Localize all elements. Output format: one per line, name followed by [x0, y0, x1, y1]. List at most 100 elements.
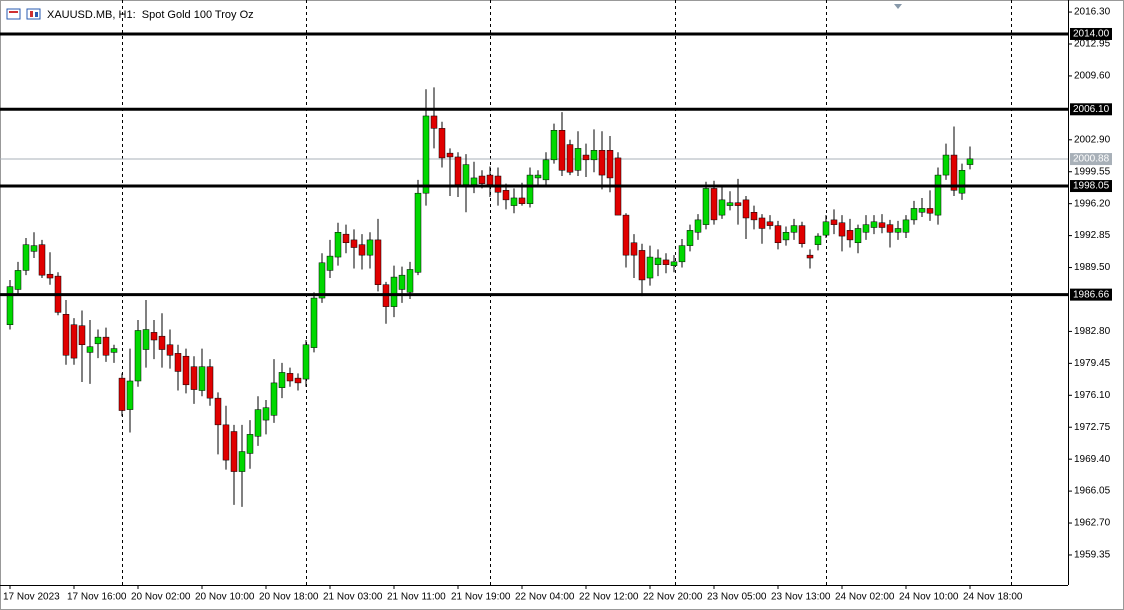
candle-body	[542, 159, 550, 181]
candle-body	[190, 366, 198, 390]
x-tick-label: 22 Nov 04:00	[515, 592, 575, 603]
candle-body	[662, 259, 670, 265]
candle-body	[486, 174, 494, 185]
candle-body	[438, 128, 446, 159]
x-tick-label: 22 Nov 12:00	[579, 592, 639, 603]
x-tick-label: 24 Nov 10:00	[899, 592, 959, 603]
day-separators	[122, 0, 1012, 585]
candle-body	[622, 214, 630, 256]
candle-body	[814, 235, 822, 245]
candle-body	[886, 224, 894, 233]
x-tick-label: 17 Nov 2023	[3, 592, 60, 603]
candle-body	[294, 377, 302, 384]
level-label-box	[1070, 103, 1112, 116]
candle-body	[86, 346, 94, 353]
candle-body	[206, 366, 214, 399]
candle-body	[198, 366, 206, 391]
candle-body	[630, 242, 638, 256]
y-tick-label: 1976.10	[1074, 390, 1111, 401]
candle-body	[750, 212, 758, 221]
x-tick-label: 17 Nov 16:00	[67, 592, 127, 603]
candle-body	[726, 202, 734, 206]
x-tick-label: 21 Nov 19:00	[451, 592, 511, 603]
candle-body	[302, 344, 310, 380]
y-tick-label: 1996.20	[1074, 198, 1111, 209]
candle-body	[598, 150, 606, 176]
y-tick-label: 1962.70	[1074, 518, 1111, 529]
candle-body	[78, 325, 86, 346]
candle-body	[510, 197, 518, 206]
candle-body	[590, 150, 598, 161]
candle-body	[318, 262, 326, 299]
candle-body	[534, 174, 542, 179]
candle-body	[870, 221, 878, 228]
icon-part	[30, 11, 33, 17]
candle-body	[806, 254, 814, 259]
y-tick-label: 1969.40	[1074, 454, 1111, 465]
candle-body	[774, 225, 782, 244]
x-tick-label: 21 Nov 11:00	[387, 592, 446, 603]
candle-body	[366, 239, 374, 256]
level-label-box	[1070, 27, 1112, 40]
candle-body	[838, 222, 846, 237]
candle-body	[934, 174, 942, 216]
level-label: 2014.00	[1073, 29, 1110, 40]
x-tick-label: 24 Nov 18:00	[963, 592, 1023, 603]
candle-body	[702, 188, 710, 225]
candle-body	[470, 177, 478, 185]
candle-body	[230, 431, 238, 472]
candle-body	[718, 199, 726, 216]
level-label-box	[1070, 288, 1112, 301]
header-icons	[6, 8, 41, 20]
candle-body	[926, 208, 934, 214]
candle-body	[358, 244, 366, 256]
chart-title: XAUUSD.MB, H1: Spot Gold 100 Troy Oz	[47, 9, 254, 21]
candle-body	[174, 353, 182, 372]
candle-body	[254, 409, 262, 437]
candle-body	[918, 208, 926, 213]
candle-body	[46, 273, 54, 279]
candle-body	[414, 192, 422, 273]
y-tick-label: 1972.75	[1074, 422, 1111, 433]
candle-body	[182, 355, 190, 386]
candle-body	[798, 225, 806, 244]
candle-body	[342, 233, 350, 244]
candle-body	[526, 174, 534, 204]
candle-body	[830, 219, 838, 225]
candle-body	[966, 158, 974, 165]
candle-body	[246, 434, 254, 454]
price-label: 2000.88	[1073, 154, 1110, 165]
candle-body	[214, 397, 222, 426]
candle-body	[350, 239, 358, 248]
candle-body	[566, 144, 574, 173]
candle-body	[694, 219, 702, 233]
candle-body	[406, 269, 414, 293]
price-label-box	[1070, 153, 1112, 166]
icon	[6, 8, 21, 20]
y-tick-label: 1989.50	[1074, 262, 1111, 273]
icon	[26, 8, 41, 20]
candle-body	[606, 150, 614, 179]
level-label-box	[1070, 180, 1112, 193]
candle-body	[846, 230, 854, 241]
x-tick-label: 23 Nov 13:00	[771, 592, 831, 603]
candle-body	[950, 154, 958, 191]
candle-body	[502, 190, 510, 201]
y-tick-label: 1992.85	[1074, 230, 1111, 241]
candle-body	[558, 130, 566, 171]
candle-body	[958, 170, 966, 194]
candle-body	[62, 314, 70, 356]
icon-part	[9, 11, 18, 13]
candle-body	[574, 148, 582, 171]
candle-body	[902, 219, 910, 233]
candle-body	[766, 221, 774, 226]
x-tick-label: 24 Nov 02:00	[835, 592, 895, 603]
candle-body	[478, 175, 486, 184]
candle-body	[646, 256, 654, 279]
candle-body	[454, 156, 462, 185]
x-tick-label: 20 Nov 02:00	[131, 592, 191, 603]
candle-body	[118, 377, 126, 411]
candle-body	[94, 336, 102, 345]
candle-body	[790, 225, 798, 233]
